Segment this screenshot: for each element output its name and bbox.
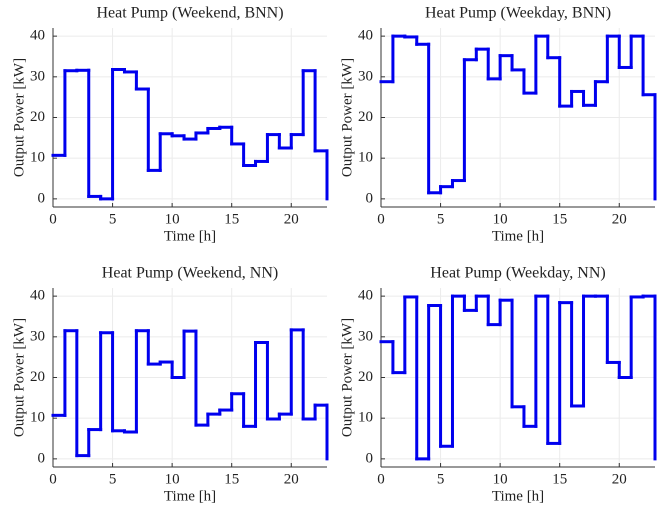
y-tick-label: 30 <box>30 68 45 84</box>
x-tick-label: 0 <box>377 471 385 487</box>
x-axis-label: Time [h] <box>492 228 544 244</box>
chart-title: Heat Pump (Weekday, BNN) <box>425 5 611 22</box>
x-tick-label: 10 <box>493 471 508 487</box>
x-tick-label: 20 <box>612 471 627 487</box>
y-tick-label: 0 <box>366 450 374 466</box>
x-tick-label: 15 <box>552 471 567 487</box>
y-axis-label: Output Power [kW] <box>339 318 355 437</box>
x-tick-label: 0 <box>49 471 57 487</box>
x-tick-label: 20 <box>284 471 299 487</box>
x-tick-label: 15 <box>224 211 239 227</box>
x-tick-label: 5 <box>437 471 445 487</box>
y-tick-label: 30 <box>30 328 45 344</box>
y-axis-label: Output Power [kW] <box>339 58 355 177</box>
x-tick-label: 5 <box>109 211 117 227</box>
x-tick-label: 10 <box>165 211 180 227</box>
y-tick-label: 40 <box>30 288 45 304</box>
x-tick-label: 20 <box>284 211 299 227</box>
y-tick-label: 30 <box>358 328 373 344</box>
x-tick-label: 0 <box>49 211 57 227</box>
y-tick-label: 0 <box>38 450 46 466</box>
y-axis-label: Output Power [kW] <box>11 318 27 437</box>
x-tick-label: 0 <box>377 211 385 227</box>
y-tick-label: 40 <box>358 28 373 44</box>
x-tick-label: 10 <box>165 471 180 487</box>
y-tick-label: 10 <box>30 150 45 166</box>
chart-title: Heat Pump (Weekend, NN) <box>102 265 278 282</box>
y-tick-label: 40 <box>358 288 373 304</box>
y-tick-label: 20 <box>358 109 373 125</box>
y-tick-label: 10 <box>30 410 45 426</box>
y-axis-label: Output Power [kW] <box>11 58 27 177</box>
y-tick-label: 10 <box>358 410 373 426</box>
y-tick-label: 0 <box>38 190 46 206</box>
x-axis-label: Time [h] <box>164 488 216 504</box>
y-tick-label: 20 <box>30 369 45 385</box>
chart-title: Heat Pump (Weekend, BNN) <box>96 5 283 22</box>
x-tick-label: 15 <box>224 471 239 487</box>
x-tick-label: 10 <box>493 211 508 227</box>
x-tick-label: 20 <box>612 211 627 227</box>
chart-title: Heat Pump (Weekday, NN) <box>430 265 605 282</box>
y-tick-label: 0 <box>366 190 374 206</box>
y-tick-label: 10 <box>358 150 373 166</box>
x-tick-label: 5 <box>109 471 117 487</box>
x-tick-label: 5 <box>437 211 445 227</box>
x-axis-label: Time [h] <box>164 228 216 244</box>
y-tick-label: 20 <box>358 369 373 385</box>
y-tick-label: 20 <box>30 109 45 125</box>
y-tick-label: 40 <box>30 28 45 44</box>
y-tick-label: 30 <box>358 68 373 84</box>
x-tick-label: 15 <box>552 211 567 227</box>
x-axis-label: Time [h] <box>492 488 544 504</box>
